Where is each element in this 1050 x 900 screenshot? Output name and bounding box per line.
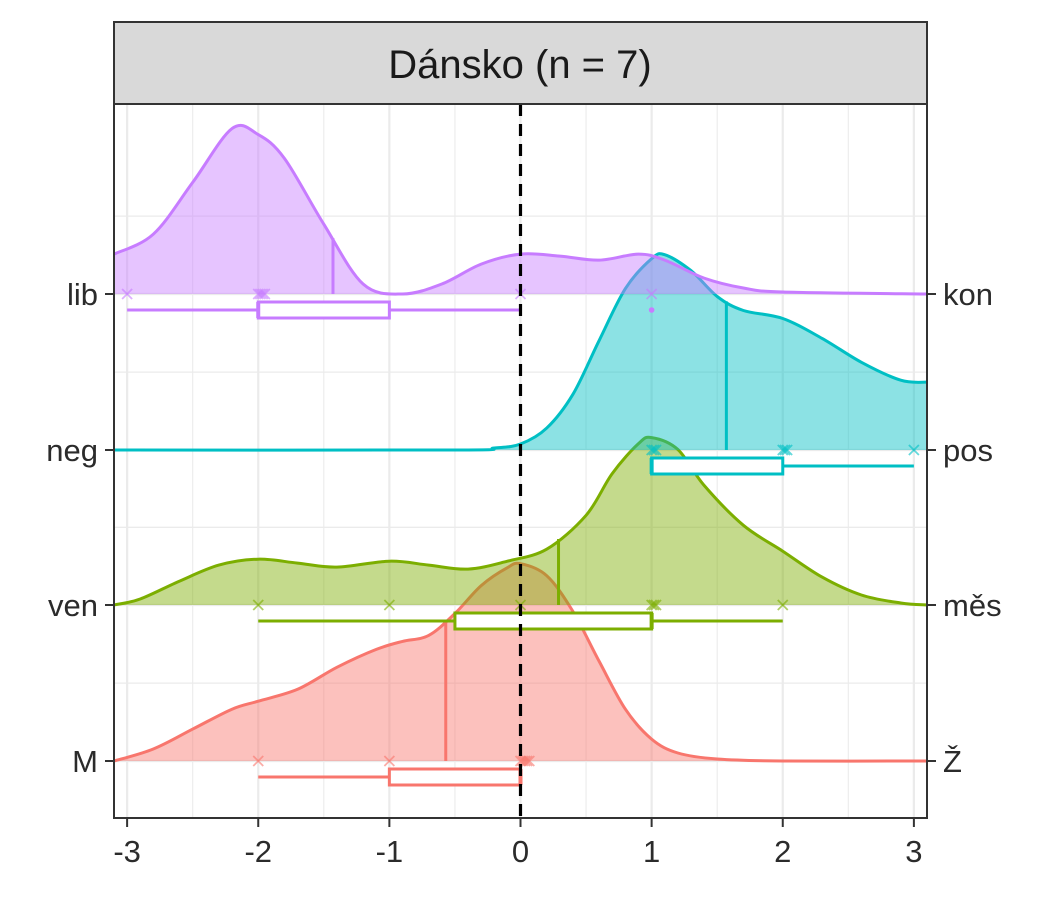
point-mark xyxy=(645,599,658,611)
data-point xyxy=(383,755,396,767)
y-tick-label-right: pos xyxy=(943,433,993,468)
data-point xyxy=(777,444,789,456)
density-area xyxy=(114,563,927,762)
density-area xyxy=(114,125,927,295)
point-mark xyxy=(777,599,789,611)
point-mark xyxy=(259,288,271,300)
data-point xyxy=(257,288,269,300)
density-area xyxy=(114,437,927,605)
series-lib xyxy=(113,123,928,320)
point-mark xyxy=(121,288,133,300)
point-mark xyxy=(648,599,660,611)
point-mark xyxy=(383,599,396,611)
density-line xyxy=(113,435,928,607)
point-mark xyxy=(777,444,789,456)
data-point xyxy=(777,599,789,611)
strip-background xyxy=(113,21,928,105)
series-layer xyxy=(113,123,928,787)
data-point xyxy=(645,599,658,611)
density-line xyxy=(113,123,928,296)
point-mark xyxy=(252,599,264,611)
box-iqr xyxy=(650,456,785,476)
data-point xyxy=(259,288,271,300)
density-line xyxy=(113,252,928,452)
point-mark xyxy=(645,444,658,456)
x-tick-label: 0 xyxy=(512,834,529,869)
panel-title: Dánsko (n = 7) xyxy=(388,43,651,87)
point-mark xyxy=(781,444,793,456)
data-point xyxy=(523,755,535,767)
x-tick-label: -1 xyxy=(376,834,404,869)
point-mark xyxy=(650,444,662,456)
x-tick-label: 2 xyxy=(774,834,791,869)
box-iqr xyxy=(387,767,522,787)
x-tick-label: 3 xyxy=(905,834,922,869)
data-point xyxy=(648,444,660,456)
box-iqr xyxy=(453,611,654,631)
data-point xyxy=(254,288,267,300)
data-point xyxy=(252,599,264,611)
y-tick-label-left: neg xyxy=(46,433,98,468)
y-tick-label-right: měs xyxy=(943,588,1002,623)
y-tick-label-left: ven xyxy=(48,588,98,623)
data-point xyxy=(908,444,920,456)
data-point xyxy=(648,599,660,611)
y-tick-label-left: lib xyxy=(67,277,98,312)
point-mark xyxy=(650,599,662,611)
data-point xyxy=(521,755,533,767)
data-point xyxy=(252,755,264,767)
point-mark xyxy=(523,755,535,767)
point-mark xyxy=(383,755,396,767)
panel-strip: Dánsko (n = 7) xyxy=(113,21,928,105)
x-tick-label: -2 xyxy=(244,834,272,869)
data-point xyxy=(645,444,658,456)
point-mark xyxy=(521,755,533,767)
point-mark xyxy=(257,288,269,300)
data-point xyxy=(383,599,396,611)
data-point xyxy=(779,444,791,456)
x-tick-label: -3 xyxy=(113,834,141,869)
y-tick-label-right: kon xyxy=(943,277,993,312)
y-tick-label-right: Ž xyxy=(943,744,962,779)
density-line xyxy=(113,561,928,763)
point-mark xyxy=(908,444,920,456)
point-mark xyxy=(648,444,660,456)
point-mark xyxy=(254,288,267,300)
point-mark xyxy=(252,755,264,767)
data-point xyxy=(645,288,658,300)
series-neg xyxy=(113,252,928,476)
data-point xyxy=(650,444,662,456)
data-point xyxy=(650,599,662,611)
point-mark xyxy=(779,444,791,456)
y-tick-label-left: M xyxy=(72,744,98,779)
x-tick-label: 1 xyxy=(643,834,660,869)
data-point xyxy=(121,288,133,300)
box-iqr xyxy=(256,300,391,320)
series-ven xyxy=(113,435,928,631)
data-point xyxy=(781,444,793,456)
series-M xyxy=(113,561,928,787)
outlier-point xyxy=(648,307,655,313)
point-mark xyxy=(645,288,658,300)
